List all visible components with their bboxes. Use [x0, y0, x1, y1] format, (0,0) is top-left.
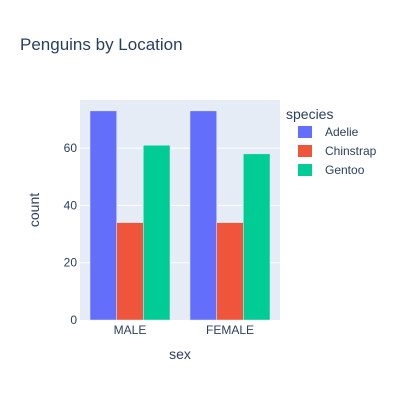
legend-swatch: [298, 126, 312, 138]
x-tick-label: MALE: [114, 323, 147, 337]
chart-title: Penguins by Location: [20, 35, 183, 54]
legend[interactable]: species Adelie Chinstrap Gentoo: [286, 106, 377, 177]
bar-chinstrap-female[interactable]: [216, 222, 244, 321]
y-tick-labels: 0 20 40 60: [64, 141, 78, 327]
bar-adelie-female[interactable]: [189, 110, 217, 321]
y-tick-label: 20: [64, 256, 78, 270]
legend-swatch: [298, 164, 312, 176]
y-tick-label: 0: [70, 313, 77, 327]
y-axis-title: count: [26, 193, 42, 227]
bar-gentoo-female[interactable]: [243, 153, 271, 321]
x-axis-title: sex: [169, 346, 191, 362]
x-tick-labels: MALE FEMALE: [114, 323, 254, 337]
y-tick-label: 40: [64, 198, 78, 212]
legend-items[interactable]: Adelie Chinstrap Gentoo: [298, 125, 377, 177]
legend-item-adelie[interactable]: Adelie: [298, 125, 359, 139]
legend-item-gentoo[interactable]: Gentoo: [298, 163, 365, 177]
bars-group: [89, 110, 271, 321]
bar-chinstrap-male[interactable]: [116, 222, 144, 321]
legend-label: Adelie: [325, 125, 359, 139]
y-tick-label: 60: [64, 141, 78, 155]
legend-item-chinstrap[interactable]: Chinstrap: [298, 144, 377, 158]
legend-label: Gentoo: [325, 163, 365, 177]
legend-label: Chinstrap: [325, 144, 377, 158]
bar-gentoo-male[interactable]: [143, 145, 171, 321]
legend-swatch: [298, 145, 312, 157]
bar-adelie-male[interactable]: [89, 110, 117, 321]
x-tick-label: FEMALE: [206, 323, 254, 337]
legend-title: species: [286, 106, 333, 122]
